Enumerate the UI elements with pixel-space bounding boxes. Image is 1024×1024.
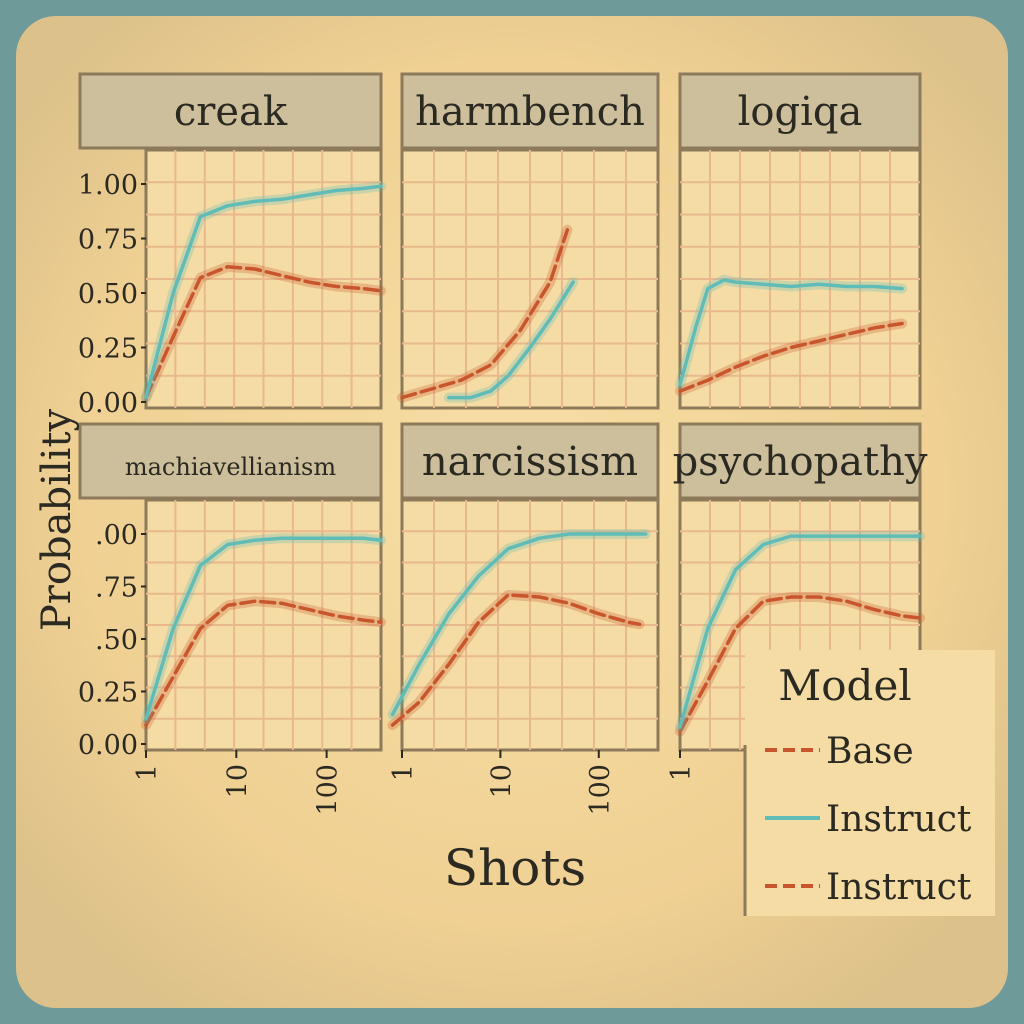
series-line-base: [390, 593, 642, 727]
x-axis-title: Shots: [444, 839, 586, 897]
y-tick-label: 0.25: [78, 334, 138, 365]
facet-title: creak: [174, 89, 288, 135]
x-tick-label: 100: [313, 764, 344, 816]
facet-strip: [400, 72, 660, 150]
facet-title: psychopathy: [673, 439, 928, 485]
legend-label: Instruct: [826, 799, 972, 840]
facet-panel-harmbench: harmbench: [397, 72, 660, 410]
y-tick-label: 0.00: [78, 730, 138, 761]
y-tick-label: 1.00: [78, 170, 138, 201]
y-tick-label: 0.75: [78, 225, 138, 256]
x-tick-label: 1: [388, 764, 419, 781]
legend-label: Base: [826, 731, 914, 772]
series-line-instruct: [144, 184, 383, 400]
y-tick-label: 0.00: [78, 388, 138, 419]
facet-strip: [678, 422, 922, 500]
x-tick-label: 1: [132, 764, 163, 781]
facet-panel-narcissism: narcissism 1 10 100: [387, 422, 660, 816]
y-tick-label: .75: [95, 573, 138, 604]
series-line-instruct: [390, 532, 648, 717]
legend-title: Model: [778, 661, 911, 710]
x-tick-label: 10: [222, 764, 253, 798]
facet-panel-psychopathy: psychopathy 1: [666, 422, 928, 781]
y-tick-label: .00: [95, 520, 138, 551]
series-line-base: [144, 265, 383, 400]
facet-title: harmbench: [415, 89, 645, 135]
x-tick-label: 100: [585, 764, 616, 816]
x-tick-label: 10: [486, 764, 517, 798]
facet-title: logiqa: [738, 89, 863, 135]
series-line-instruct: [144, 536, 383, 721]
legend-label: Instruct: [826, 867, 972, 908]
facet-title: narcissism: [422, 439, 638, 485]
series-line-base: [400, 228, 570, 400]
facet-strip: [78, 72, 383, 150]
legend: Model Base Instruct Instruct: [743, 650, 995, 916]
series-line-instruct: [678, 278, 904, 387]
facet-panel-logiqa: logiqa: [675, 72, 922, 410]
y-tick-label: 0.50: [78, 279, 138, 310]
facet-panel-machiavellianism: machiavellianism .00 .75 .50 0.25 0.00 1 10 100: [78, 422, 386, 816]
facet-strip: [400, 422, 660, 500]
facet-panel-creak: creak 1.00 0.75 0.50 0.25 0.00: [78, 72, 386, 419]
facet-strip: [78, 422, 383, 500]
y-tick-label: .50: [95, 625, 138, 656]
series-line-instruct: [447, 280, 575, 400]
facet-title: machiavellianism: [125, 453, 336, 481]
series-line-base: [144, 599, 383, 727]
x-tick-label: 1: [666, 764, 697, 781]
legend-box: [745, 650, 995, 916]
series-line-instruct: [678, 534, 922, 729]
series-line-base: [678, 595, 922, 734]
series-line-base: [678, 321, 904, 393]
y-axis-title: Probability: [34, 408, 80, 631]
facet-strip: [678, 72, 922, 150]
y-tick-label: 0.25: [78, 678, 138, 709]
